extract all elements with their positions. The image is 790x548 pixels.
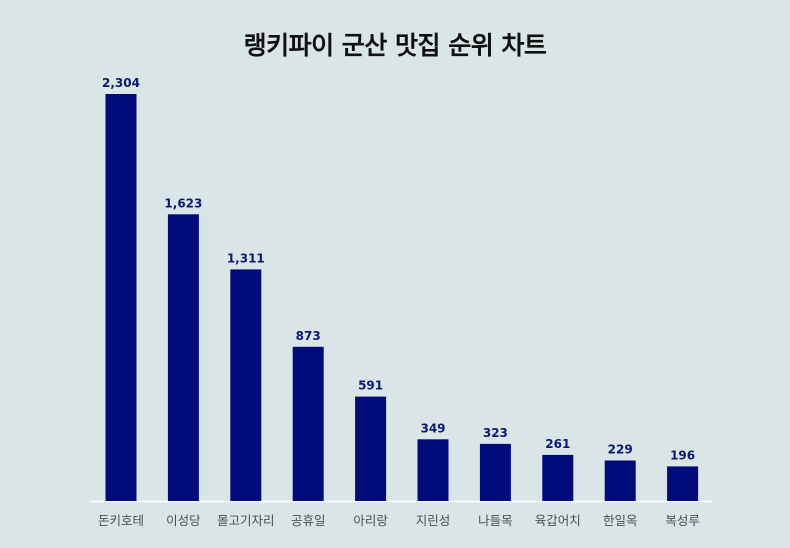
data-label: 349 xyxy=(420,421,445,435)
data-label: 261 xyxy=(545,437,570,451)
bar xyxy=(230,269,262,501)
bar-group: 873 공휴일 xyxy=(291,329,326,528)
bar-group: 1,311 몰고기자리 xyxy=(217,251,275,528)
bar-group: 196 복성루 xyxy=(665,448,700,528)
bar-group: 591 아리랑 xyxy=(353,379,388,528)
bar-group: 2,304 돈키호테 xyxy=(98,76,144,528)
x-tick-label: 돈키호테 xyxy=(98,513,144,528)
chart-title: 랭키파이 군산 맛집 순위 차트 xyxy=(243,31,547,60)
bar xyxy=(355,396,387,501)
bar xyxy=(604,460,636,501)
bar xyxy=(479,443,511,501)
bar-group: 261 육갑어치 xyxy=(535,437,581,528)
data-label: 196 xyxy=(670,448,695,462)
bar xyxy=(417,439,449,501)
data-label: 323 xyxy=(483,426,508,440)
x-tick-label: 복성루 xyxy=(665,513,700,528)
x-tick-label: 나들목 xyxy=(478,513,513,528)
x-tick-label: 한일옥 xyxy=(603,513,638,528)
x-tick-label: 지린성 xyxy=(416,513,451,528)
bar-group: 349 지린성 xyxy=(416,421,451,528)
bar xyxy=(167,214,199,502)
x-tick-label: 아리랑 xyxy=(353,513,388,528)
bar xyxy=(292,346,324,501)
bar xyxy=(542,454,574,501)
bar-group: 323 나들목 xyxy=(478,426,513,528)
bar xyxy=(105,94,137,501)
x-tick-label: 이성당 xyxy=(166,513,201,528)
data-label: 229 xyxy=(608,443,633,457)
bar-group: 1,623 이성당 xyxy=(164,196,202,528)
x-tick-label: 육갑어치 xyxy=(535,513,581,528)
data-label: 1,311 xyxy=(227,251,265,265)
bar xyxy=(667,466,699,501)
data-label: 2,304 xyxy=(102,76,140,90)
x-tick-label: 공휴일 xyxy=(291,513,326,528)
x-tick-label: 몰고기자리 xyxy=(217,513,275,528)
data-label: 873 xyxy=(296,329,321,343)
bar-group: 229 한일옥 xyxy=(603,443,638,529)
data-label: 591 xyxy=(358,379,383,393)
data-label: 1,623 xyxy=(164,196,202,210)
